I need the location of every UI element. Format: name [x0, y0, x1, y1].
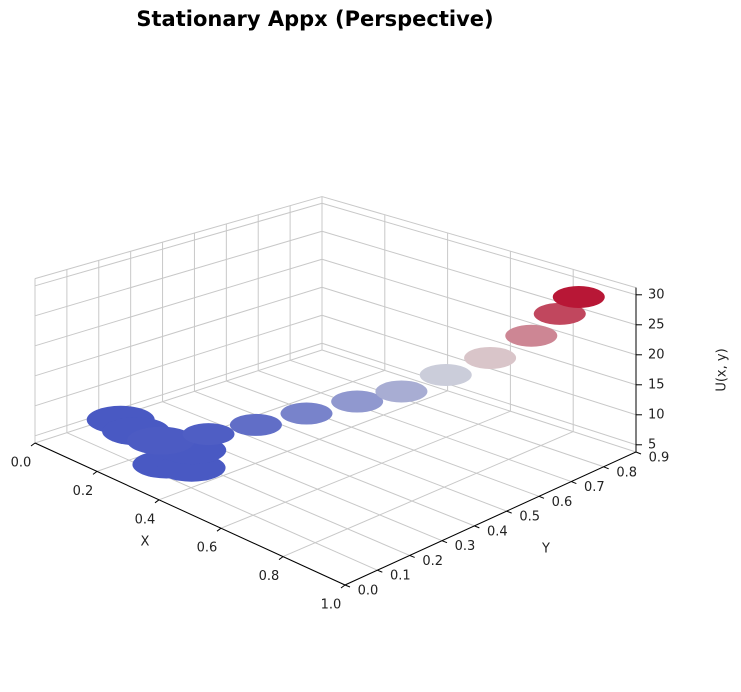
- y-tick: [377, 569, 383, 573]
- surface-point: [331, 390, 384, 413]
- grid-line: [289, 359, 604, 468]
- grid-line: [321, 230, 637, 326]
- x-tick: [278, 556, 284, 560]
- surface-point: [552, 286, 605, 309]
- y-tick: [538, 495, 545, 499]
- grid-line: [34, 286, 323, 377]
- x-tick: [30, 442, 36, 447]
- surface-point: [464, 346, 517, 369]
- y-tick: [635, 451, 642, 455]
- y-tick: [506, 510, 512, 514]
- y-tick-label: 0.4: [487, 524, 508, 539]
- grid-line: [34, 314, 323, 407]
- grid-line: [282, 431, 574, 558]
- grid-line: [34, 230, 323, 317]
- y-axis: [344, 451, 637, 586]
- surface-point: [533, 302, 586, 325]
- surface-point: [505, 324, 558, 347]
- pane-edge: [34, 196, 323, 280]
- y-tick-label: 0.2: [422, 554, 443, 569]
- grid-line: [220, 410, 511, 529]
- grid-line: [34, 349, 323, 444]
- x-tick: [216, 527, 222, 532]
- y-axis-label: Y: [541, 542, 550, 557]
- z-tick-label: 20: [648, 347, 665, 362]
- z-tick-label: 25: [648, 317, 665, 332]
- surface-point: [375, 380, 428, 403]
- z-tick-label: 30: [648, 287, 665, 302]
- x-tick: [340, 584, 346, 589]
- x-axis-label: X: [141, 535, 150, 550]
- y-tick-label: 0.5: [519, 510, 540, 525]
- y-tick: [571, 481, 577, 485]
- y-tick-label: 0.1: [390, 569, 411, 584]
- y-tick-label: 0.3: [455, 539, 476, 554]
- y-tick-label: 0.0: [358, 584, 379, 599]
- grid-line: [194, 390, 507, 512]
- grid-line: [34, 258, 323, 347]
- x-axis: [34, 442, 346, 586]
- grid-line: [258, 370, 572, 483]
- z-tick-label: 10: [648, 407, 665, 422]
- grid-line: [321, 258, 637, 356]
- grid-line: [162, 401, 475, 527]
- y-tick-label: 0.6: [552, 495, 573, 510]
- grid-line: [66, 432, 378, 571]
- y-tick: [441, 540, 448, 544]
- surface-point: [182, 423, 235, 446]
- surface-point: [126, 426, 195, 455]
- surface-point: [229, 413, 282, 436]
- y-tick-label: 0.7: [584, 480, 605, 495]
- y-tick-label: 0.8: [616, 465, 637, 480]
- x-tick: [154, 499, 160, 504]
- grid-line: [34, 202, 323, 287]
- y-tick: [344, 584, 351, 588]
- grid-line: [34, 342, 323, 437]
- y-tick: [409, 554, 415, 558]
- grid-line: [321, 342, 637, 446]
- z-tick-label: 5: [648, 437, 656, 452]
- y-tick: [474, 525, 480, 529]
- grid-line: [321, 202, 637, 296]
- grid-line: [321, 286, 637, 386]
- grid-line: [321, 349, 637, 453]
- x-tick-label: 0.0: [11, 456, 32, 471]
- chart-title: Stationary Appx (Perspective): [136, 7, 493, 31]
- y-tick: [603, 466, 609, 470]
- grid-line: [158, 390, 448, 501]
- surface-point: [280, 402, 333, 425]
- surface-point: [419, 363, 472, 386]
- x-tick: [92, 470, 98, 475]
- z-axis-label: U(x, y): [715, 348, 730, 391]
- y-tick-label: 0.9: [649, 451, 670, 466]
- x-tick-label: 1.0: [321, 598, 342, 613]
- x-tick-label: 0.2: [73, 484, 94, 499]
- grid-line: [226, 380, 540, 497]
- pane-edge: [321, 196, 637, 289]
- x-tick-label: 0.4: [135, 512, 156, 527]
- z-tick-label: 15: [648, 377, 665, 392]
- x-tick-label: 0.8: [259, 569, 280, 584]
- x-tick-label: 0.6: [197, 541, 218, 556]
